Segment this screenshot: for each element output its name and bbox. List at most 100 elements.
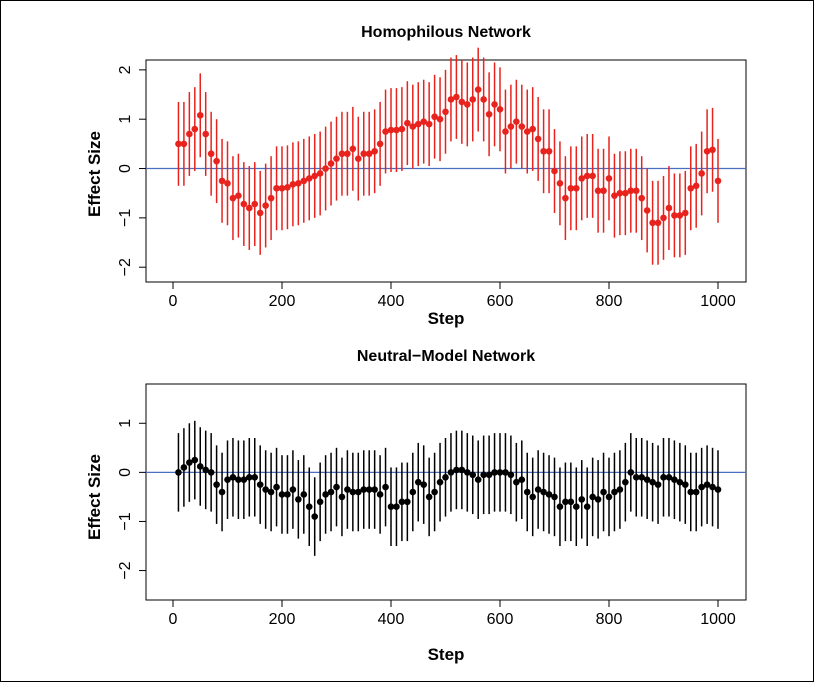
data-point — [518, 123, 526, 130]
data-point — [660, 473, 667, 481]
data-point — [573, 503, 580, 511]
data-point — [175, 140, 182, 148]
data-point — [349, 488, 357, 496]
data-point — [425, 493, 433, 501]
data-point — [600, 488, 607, 496]
data-point — [447, 469, 455, 476]
data-point — [311, 513, 319, 520]
data-point — [469, 471, 477, 479]
plot-area-frame — [145, 383, 747, 601]
data-point — [703, 147, 711, 155]
data-point — [404, 498, 411, 506]
data-point — [605, 175, 613, 182]
data-point — [474, 476, 482, 484]
data-point — [229, 194, 237, 202]
data-point — [207, 150, 215, 158]
data-point — [338, 150, 346, 158]
data-point — [267, 488, 275, 496]
data-point — [387, 503, 395, 511]
data-point — [540, 488, 547, 496]
data-point — [240, 476, 248, 484]
data-point — [414, 478, 422, 486]
data-point — [305, 175, 313, 182]
data-point — [256, 209, 264, 217]
data-point — [278, 491, 286, 498]
data-point — [224, 476, 231, 484]
y-tick-label: 1 — [117, 115, 134, 124]
y-axis: 1 0 −1 −2 — [117, 419, 146, 580]
x-tick-label: 0 — [169, 611, 178, 628]
data-point — [567, 498, 575, 506]
data-point — [578, 496, 586, 503]
data-point — [360, 486, 368, 493]
data-point — [431, 488, 438, 496]
data-point — [213, 481, 220, 488]
data-point — [404, 119, 411, 127]
data-point — [534, 486, 542, 493]
data-point — [295, 180, 302, 187]
data-point — [322, 491, 329, 498]
data-point — [643, 207, 651, 214]
data-point — [665, 204, 673, 212]
data-point — [333, 483, 340, 491]
data-point — [692, 182, 700, 190]
y-tick-label: 2 — [117, 65, 134, 74]
data-point — [393, 503, 400, 511]
data-point — [202, 466, 209, 474]
data-point — [235, 476, 242, 484]
data-point — [409, 488, 417, 496]
data-point — [453, 466, 460, 474]
data-point — [616, 486, 624, 493]
data-point — [583, 172, 591, 180]
data-point — [682, 209, 689, 217]
data-point — [709, 483, 716, 491]
data-point — [344, 486, 351, 493]
data-point — [246, 204, 253, 212]
data-point — [485, 471, 493, 479]
data-point — [464, 469, 471, 476]
x-tick-label: 400 — [378, 611, 405, 628]
data-point — [491, 469, 498, 476]
data-point — [485, 110, 493, 118]
data-point — [458, 466, 466, 474]
data-point — [654, 481, 662, 488]
y-axis-label: Effect Size — [85, 131, 104, 217]
data-point — [442, 473, 449, 481]
data-point — [376, 491, 384, 498]
data-point — [589, 493, 596, 501]
data-point — [573, 184, 580, 192]
x-axis: 0 200 400 600 800 1000 — [169, 282, 736, 310]
x-tick-label: 1000 — [700, 611, 736, 628]
data-point — [186, 130, 193, 138]
data-point — [474, 86, 482, 93]
data-point — [562, 498, 569, 506]
data-point — [251, 200, 259, 208]
data-point — [556, 503, 564, 511]
y-tick-label: 0 — [117, 468, 134, 477]
data-point — [545, 491, 553, 498]
data-point — [273, 483, 280, 491]
data-point — [180, 140, 188, 148]
data-point — [632, 473, 640, 481]
data-point — [594, 496, 602, 503]
data-point — [420, 481, 428, 488]
data-point — [393, 126, 400, 134]
data-point — [382, 128, 389, 135]
data-point — [523, 488, 531, 496]
data-point — [578, 175, 586, 182]
data-point — [229, 473, 237, 481]
data-point — [365, 486, 373, 493]
data-point — [638, 194, 645, 202]
data-point — [311, 172, 319, 180]
data-point — [551, 167, 558, 175]
data-point — [649, 478, 656, 486]
data-point — [687, 184, 695, 192]
data-point — [632, 187, 640, 195]
data-point — [507, 471, 515, 479]
data-point — [175, 469, 182, 476]
data-point — [464, 101, 471, 108]
x-tick-label: 800 — [596, 293, 623, 310]
plot-area-frame — [145, 59, 747, 283]
data-point — [278, 184, 286, 192]
